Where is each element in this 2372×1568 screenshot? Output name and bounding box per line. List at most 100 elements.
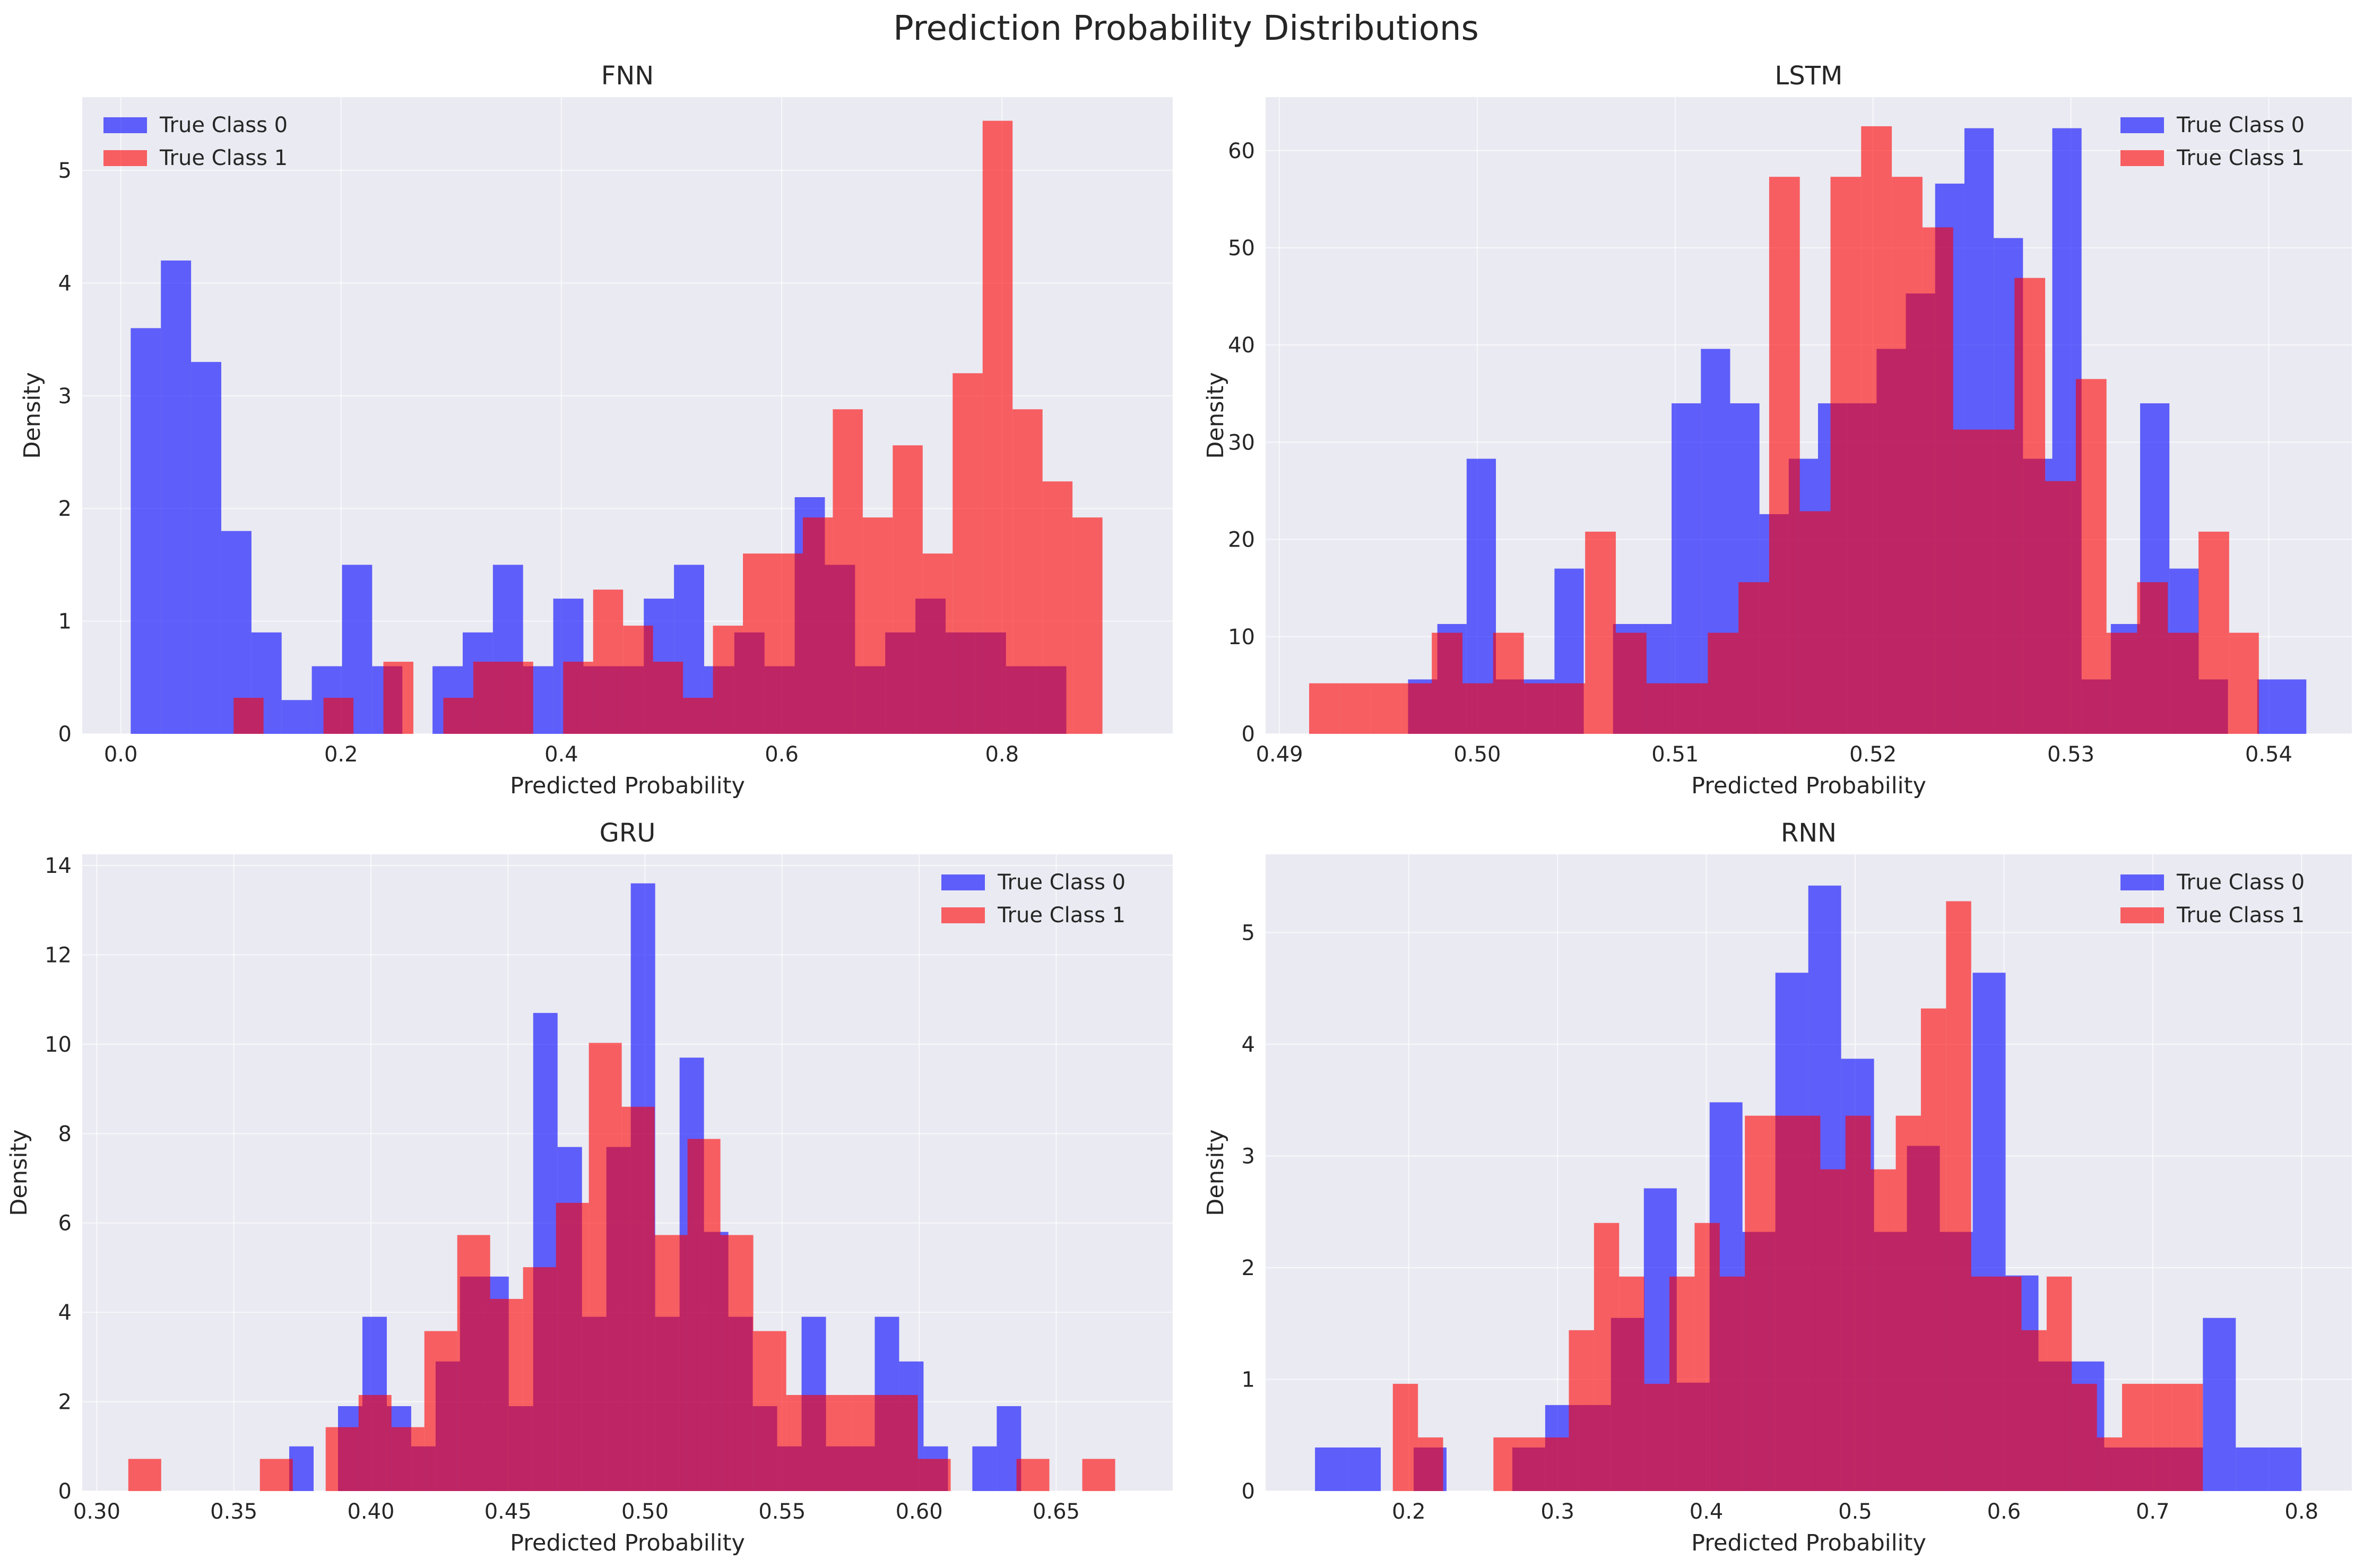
histogram-bar xyxy=(1946,901,1971,1491)
histogram-bar xyxy=(893,445,923,734)
x-tick-label: 0.5 xyxy=(1838,1500,1872,1524)
histogram-bar xyxy=(2168,633,2199,734)
y-tick-label: 4 xyxy=(58,1301,72,1325)
legend: True Class 0 True Class 1 xyxy=(941,870,1126,928)
histogram-bar xyxy=(1677,683,1708,734)
y-tick-label: 1 xyxy=(1242,1367,1255,1392)
x-tick-label: 0.60 xyxy=(896,1500,943,1524)
series-true-class-1 xyxy=(128,1043,1115,1491)
legend-label: True Class 1 xyxy=(2176,146,2305,170)
histogram-bar xyxy=(259,1459,293,1491)
y-tick-label: 3 xyxy=(58,384,72,409)
histogram-bar xyxy=(819,1394,852,1491)
histogram-bar xyxy=(1920,1008,1946,1491)
histogram-bar xyxy=(523,1267,556,1491)
histogram-bar xyxy=(653,662,683,734)
histogram-bar xyxy=(1672,403,1701,734)
histogram-bar xyxy=(1012,409,1043,734)
histogram-bar xyxy=(2257,679,2287,734)
x-tick-label: 0.8 xyxy=(2284,1500,2318,1524)
histogram-bar xyxy=(2045,481,2076,734)
histogram-bar xyxy=(1996,1276,2022,1491)
histogram-bar xyxy=(2097,1437,2123,1491)
y-tick-label: 6 xyxy=(58,1211,72,1236)
histogram-bar xyxy=(233,698,264,734)
histogram-bar xyxy=(191,362,221,734)
histogram-bar xyxy=(1895,1115,1921,1491)
legend-label: True Class 1 xyxy=(2176,903,2305,928)
legend-swatch xyxy=(2120,150,2164,166)
histogram-bar xyxy=(623,626,653,734)
histogram-bar xyxy=(713,626,743,734)
x-axis-label: Predicted Probability xyxy=(510,773,745,799)
y-tick-label: 20 xyxy=(1228,528,1255,552)
histogram-bar xyxy=(683,698,713,734)
y-tick-label: 0 xyxy=(58,722,72,747)
figure-title: Prediction Probability Distributions xyxy=(893,9,1479,48)
histogram-bar xyxy=(1392,1383,1418,1491)
histogram-bar xyxy=(1370,683,1401,734)
y-axis-label: Density xyxy=(1202,1129,1229,1216)
x-tick-label: 0.49 xyxy=(1256,742,1303,767)
histogram-bar xyxy=(2236,1447,2269,1491)
x-tick-label: 0.0 xyxy=(104,742,138,767)
legend-label: True Class 1 xyxy=(159,146,288,170)
histogram-bar xyxy=(833,409,863,734)
x-tick-label: 0.55 xyxy=(758,1500,806,1524)
x-tick-label: 0.53 xyxy=(2047,742,2094,767)
x-tick-label: 0.4 xyxy=(1690,1500,1724,1524)
histogram-bar xyxy=(1554,683,1586,734)
histogram-bar xyxy=(1922,227,1953,734)
histogram-bar xyxy=(1861,126,1892,734)
legend-swatch xyxy=(103,150,147,166)
legend-swatch xyxy=(941,907,985,923)
panel-title: FNN xyxy=(601,61,654,91)
panel-lstm: 0.49 0.50 0.51 0.52 0.53 0.54 0 10 20 30 40 50 60 LST… xyxy=(1202,61,2352,799)
histogram-bar xyxy=(563,662,593,734)
histogram-bar xyxy=(2122,1383,2148,1491)
histogram-bar xyxy=(1892,177,1923,734)
histogram-bar xyxy=(391,1427,425,1491)
histogram-bar xyxy=(786,1394,819,1491)
histogram-bar xyxy=(852,1394,885,1491)
y-tick-label: 0 xyxy=(1242,722,1255,747)
histogram-bar xyxy=(325,1427,359,1491)
histogram-bar xyxy=(1971,1276,1997,1491)
histogram-bar xyxy=(1082,1459,1115,1491)
histogram-bar xyxy=(1594,1223,1620,1491)
histogram-bar xyxy=(2106,633,2137,734)
histogram-bar xyxy=(2137,582,2168,734)
panel-title: LSTM xyxy=(1775,61,1843,91)
legend-label: True Class 0 xyxy=(159,113,288,137)
chart-panels: 0.0 0.2 0.4 0.6 0.8 0 1 2 3 4 5 FNN Predicted Probab… xyxy=(6,61,2352,1556)
histogram-bar xyxy=(128,1459,161,1491)
histogram-bar xyxy=(281,700,312,734)
histogram-bar xyxy=(743,553,773,734)
histogram-bar xyxy=(1745,1115,1770,1491)
histogram-bar xyxy=(720,1235,754,1491)
y-tick-label: 10 xyxy=(45,1033,72,1057)
y-tick-label: 5 xyxy=(58,159,72,183)
x-tick-label: 0.35 xyxy=(210,1500,257,1524)
histogram-bar xyxy=(917,1459,951,1491)
histogram-bar xyxy=(802,517,833,734)
x-tick-label: 0.54 xyxy=(2245,742,2292,767)
histogram-bar xyxy=(588,1043,622,1491)
histogram-bar xyxy=(161,260,192,734)
y-tick-label: 4 xyxy=(1242,1033,1255,1057)
x-tick-label: 0.65 xyxy=(1033,1500,1080,1524)
y-tick-label: 2 xyxy=(58,497,72,521)
histogram-bar xyxy=(1615,633,1647,734)
x-tick-label: 0.2 xyxy=(1392,1500,1426,1524)
histogram-bar xyxy=(2014,278,2046,734)
histogram-bar xyxy=(1845,1115,1871,1491)
series-true-class-1 xyxy=(233,120,1103,734)
x-tick-label: 0.7 xyxy=(2136,1500,2170,1524)
x-axis-label: Predicted Probability xyxy=(1691,773,1926,799)
histogram-bar xyxy=(1694,1223,1720,1491)
histogram-bar xyxy=(1569,1330,1594,1491)
panel-gru: 0.30 0.35 0.40 0.45 0.50 0.55 0.60 0.65 0 2 4 6 8 10 1… xyxy=(6,818,1173,1556)
x-tick-label: 0.6 xyxy=(1987,1500,2021,1524)
histogram-bar xyxy=(383,662,413,734)
histogram-bar xyxy=(1309,683,1340,734)
